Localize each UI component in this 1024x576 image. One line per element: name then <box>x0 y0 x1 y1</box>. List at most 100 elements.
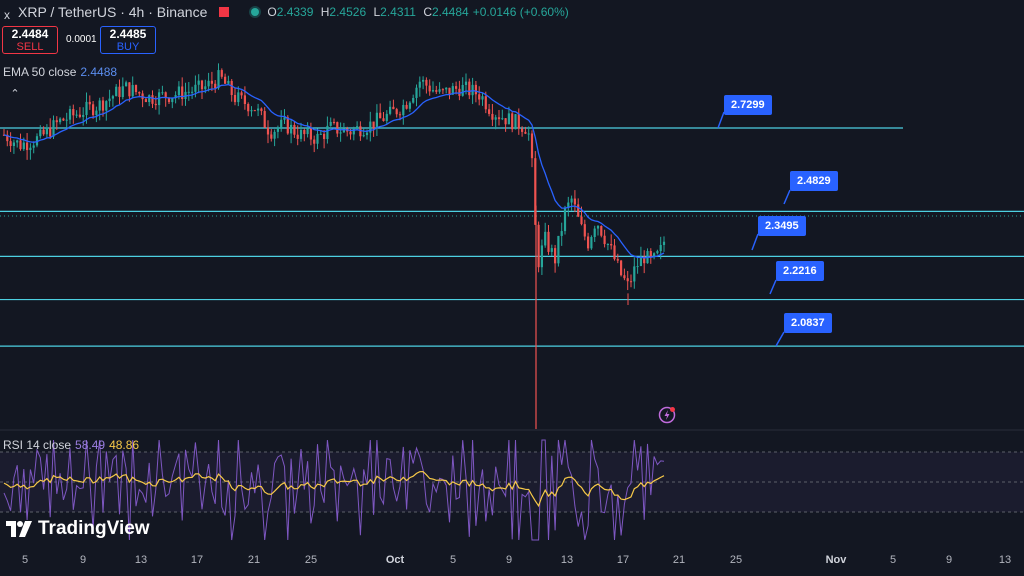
candle-body <box>596 226 600 229</box>
candle-body <box>633 266 636 282</box>
candle-body <box>583 224 586 237</box>
level-pointer <box>783 189 791 205</box>
candle-body <box>362 135 365 137</box>
candle-body <box>207 80 210 87</box>
candle-body <box>240 92 243 96</box>
candle-body <box>507 113 510 125</box>
x-tick: 9 <box>79 554 87 566</box>
candle-body <box>237 92 240 103</box>
candle-body <box>263 111 266 128</box>
x-tick: 21 <box>247 554 261 566</box>
x-tick: 9 <box>505 554 513 566</box>
candle-body <box>352 128 355 135</box>
candle-body <box>131 85 134 97</box>
chart-header: x XRP / TetherUS · 4h · Binance O2.4339 … <box>0 2 569 22</box>
candle-body <box>369 121 372 133</box>
candle-body <box>339 132 342 134</box>
candle-body <box>422 79 425 82</box>
candle-body <box>296 134 299 139</box>
candle-body <box>372 121 375 129</box>
candle-body <box>550 248 553 252</box>
alert-bolt-icon[interactable] <box>658 406 676 424</box>
level-tag-2.0837[interactable]: 2.0837 <box>784 313 832 333</box>
candle-body <box>19 140 22 150</box>
candle-body <box>6 134 9 142</box>
candle-body <box>662 241 666 245</box>
candle-body <box>587 236 590 249</box>
candle-body <box>491 113 494 120</box>
candle-body <box>458 88 461 96</box>
ema-legend[interactable]: EMA 50 close 2.4488 <box>3 65 117 79</box>
sell-button[interactable]: 2.4484 SELL <box>2 26 58 54</box>
candle-body <box>293 124 296 135</box>
candle-body <box>514 114 517 130</box>
candle-body <box>511 113 514 130</box>
candle-body <box>55 120 58 123</box>
candle-body <box>567 202 570 208</box>
candle-body <box>336 122 339 134</box>
candle-body <box>227 80 230 84</box>
candle-body <box>78 114 81 117</box>
candle-body <box>544 231 547 246</box>
time-axis[interactable]: 5 9 13 17 21 25 Oct 5 9 13 17 21 25 Nov … <box>0 548 1024 576</box>
buy-button[interactable]: 2.4485 BUY <box>100 26 156 54</box>
candle-body <box>356 126 359 129</box>
candle-body <box>547 231 550 252</box>
candle-body <box>144 99 147 103</box>
candle-body <box>504 118 507 125</box>
candle-body <box>537 224 540 268</box>
candle-body <box>118 86 121 98</box>
candle-body <box>445 87 448 90</box>
candle-body <box>653 253 656 258</box>
candle-body <box>332 121 336 123</box>
buy-price: 2.4485 <box>109 27 147 41</box>
candle-body <box>365 132 369 136</box>
candle-body <box>257 108 260 111</box>
candle-body <box>577 204 580 217</box>
x-tick: Oct <box>385 554 405 566</box>
candle-body <box>408 102 411 109</box>
level-tag-2.2216[interactable]: 2.2216 <box>776 261 824 281</box>
candle-body <box>138 92 141 94</box>
candle-body <box>478 94 481 100</box>
high-value: 2.4526 <box>329 5 367 19</box>
candle-body <box>204 86 207 90</box>
candle-body <box>243 95 246 105</box>
candle-body <box>290 124 293 134</box>
symbol-title[interactable]: XRP / TetherUS · 4h · Binance <box>18 4 208 20</box>
rsi-value: 58.49 <box>75 438 106 452</box>
level-tag-2.4829[interactable]: 2.4829 <box>790 171 838 191</box>
rsi-legend[interactable]: RSI 14 close 58.49 48.86 <box>3 438 139 452</box>
candle-body <box>98 100 101 111</box>
candle-body <box>92 104 95 116</box>
collapse-legend-icon[interactable]: ⌃ <box>10 88 20 100</box>
candle-body <box>233 95 237 103</box>
x-tick: 13 <box>560 554 574 566</box>
tradingview-logo-icon <box>6 521 32 537</box>
candle-body <box>620 260 623 276</box>
candle-body <box>395 109 398 115</box>
candle-body <box>39 129 42 137</box>
candle-body <box>389 106 392 114</box>
candle-body <box>342 128 345 133</box>
level-tag-2.3495[interactable]: 2.3495 <box>758 216 806 236</box>
tradingview-logo[interactable]: TradingView <box>6 518 150 540</box>
level-tag-2.7299[interactable]: 2.7299 <box>724 95 772 115</box>
candle-body <box>101 100 105 111</box>
level-pointer <box>769 279 777 295</box>
candle-body <box>349 131 352 135</box>
candle-body <box>12 142 15 147</box>
x-tick: 25 <box>304 554 318 566</box>
candle-body <box>210 80 213 84</box>
candle-body <box>323 133 326 139</box>
candle-body <box>639 256 642 267</box>
close-value: 2.4484 <box>431 5 469 19</box>
close-icon[interactable]: x <box>4 8 10 22</box>
candle-body <box>415 87 418 98</box>
candle-body <box>299 130 303 139</box>
candle-body <box>68 109 72 120</box>
flag-icon[interactable] <box>219 7 230 17</box>
candle-body <box>494 117 497 120</box>
